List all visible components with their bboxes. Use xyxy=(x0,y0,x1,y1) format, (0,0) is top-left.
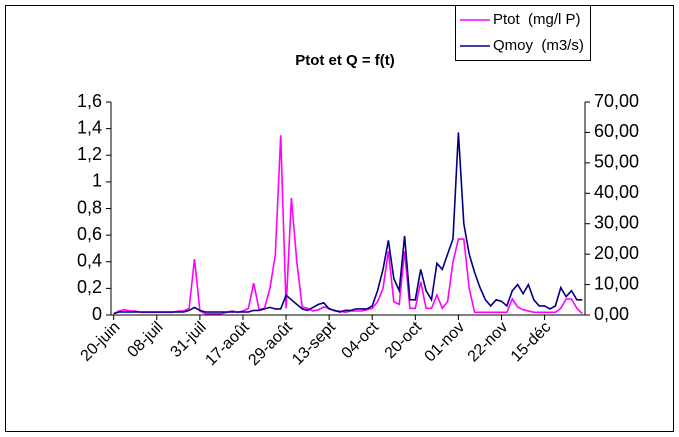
y2-tick-label: 10,00 xyxy=(594,273,639,293)
y-tick-label: 0,4 xyxy=(77,251,102,271)
series-line xyxy=(113,135,583,315)
y-tick-label: 1,6 xyxy=(77,91,102,111)
y2-tick-label: 50,00 xyxy=(594,152,639,172)
legend-label: Qmoy (m3/s) xyxy=(493,37,584,54)
y-tick-label: 0,8 xyxy=(77,197,102,217)
y2-tick-label: 0,00 xyxy=(594,304,629,324)
series-line xyxy=(113,132,583,315)
chart-title: Ptot et Q = f(t) xyxy=(295,52,395,69)
legend-box xyxy=(455,5,591,61)
y-tick-label: 0 xyxy=(92,304,102,324)
y-tick-label: 0,2 xyxy=(77,277,102,297)
y-tick-label: 1,2 xyxy=(77,144,102,164)
y2-tick-label: 40,00 xyxy=(594,182,639,202)
y2-tick-label: 20,00 xyxy=(594,243,639,263)
legend-label: Ptot (mg/l P) xyxy=(493,11,581,28)
chart-border xyxy=(5,5,674,432)
y2-tick-label: 70,00 xyxy=(594,91,639,111)
y-tick-label: 1,4 xyxy=(77,117,102,137)
y-tick-label: 1 xyxy=(92,171,102,191)
y2-tick-label: 30,00 xyxy=(594,212,639,232)
y-tick-label: 0,6 xyxy=(77,224,102,244)
y2-tick-label: 60,00 xyxy=(594,121,639,141)
